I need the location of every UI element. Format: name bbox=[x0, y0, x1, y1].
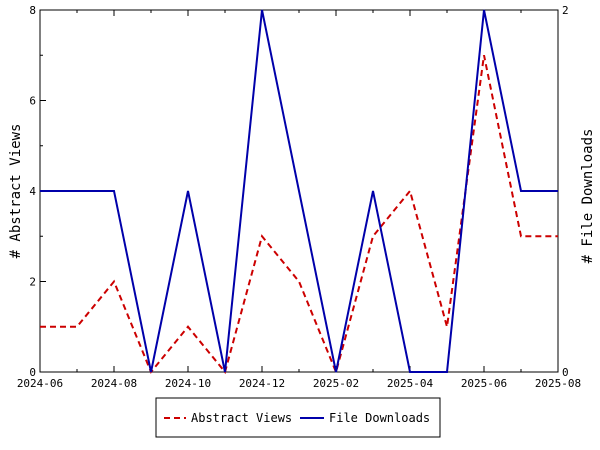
y-axis-title: # Abstract Views bbox=[8, 124, 24, 259]
legend-label-file-downloads: File Downloads bbox=[329, 411, 430, 425]
y2-tick-label: 0 bbox=[562, 366, 569, 379]
y-tick-label: 0 bbox=[29, 366, 36, 379]
series-layer bbox=[40, 9, 558, 376]
legend-label-abstract-views: Abstract Views bbox=[191, 411, 292, 425]
series-line-file-downloads bbox=[40, 9, 558, 373]
y2-axis-title: # File Downloads bbox=[580, 129, 596, 264]
x-tick-label: 2024-10 bbox=[165, 377, 211, 390]
x-tick-label: 2024-08 bbox=[91, 377, 137, 390]
y-tick-label: 2 bbox=[29, 276, 36, 289]
x-tick-label: 2025-02 bbox=[313, 377, 359, 390]
x-tick-label: 2024-12 bbox=[239, 377, 285, 390]
x-tick-label: 2025-06 bbox=[461, 377, 507, 390]
x-tick-label: 2025-04 bbox=[387, 377, 434, 390]
x-tick-label: 2025-08 bbox=[535, 377, 581, 390]
y-tick-label: 4 bbox=[29, 185, 36, 198]
y-tick-label: 8 bbox=[29, 4, 36, 17]
y-tick-label: 6 bbox=[29, 95, 36, 108]
legend: Abstract Views File Downloads bbox=[155, 397, 441, 438]
y2-tick-label: 2 bbox=[562, 4, 569, 17]
legend-box bbox=[155, 397, 441, 438]
x-tick-label: 2024-06 bbox=[17, 377, 63, 390]
